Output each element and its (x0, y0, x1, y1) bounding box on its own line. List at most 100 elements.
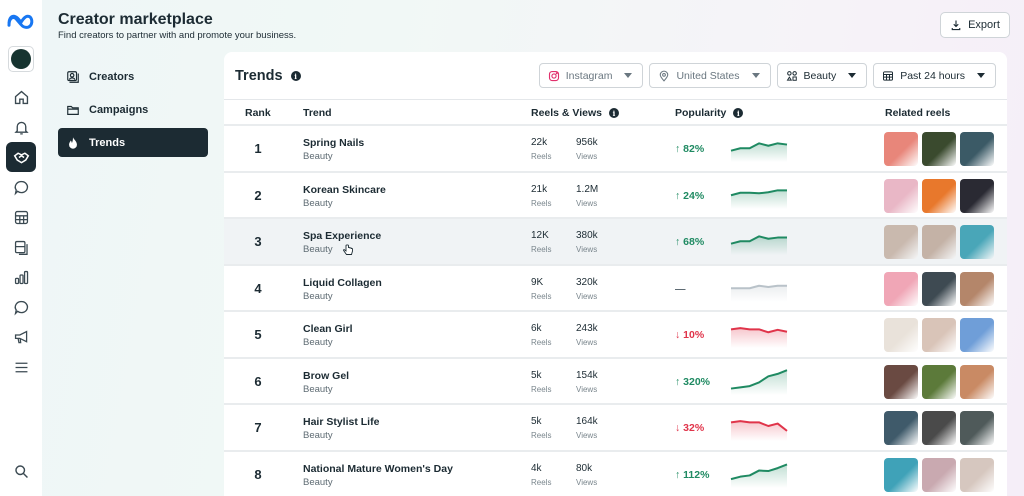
related-reel-thumbnail[interactable] (922, 364, 956, 399)
popularity-change: ↑ 68% (675, 236, 705, 248)
creators-icon (67, 70, 79, 83)
related-reel-thumbnail[interactable] (884, 132, 918, 166)
column-rank[interactable]: Rank (245, 107, 271, 119)
popularity-change: ↑ 320% (675, 375, 711, 388)
location-filter-label: United States (676, 69, 740, 82)
views-label: Views (576, 291, 598, 301)
trend-name[interactable]: Korean Skincare (303, 183, 386, 196)
sparkline-line (730, 327, 788, 334)
trend-name[interactable]: Liquid Collagen (303, 276, 382, 289)
related-reel-thumbnail[interactable] (922, 411, 956, 445)
nav-item-label: Creators (89, 70, 135, 83)
nav-item-creators[interactable]: Creators (58, 62, 208, 91)
sparkline-line (730, 368, 788, 390)
table-row[interactable]: 4 Liquid Collagen Beauty 9K Reels 320k V… (224, 266, 1007, 312)
nav-item-campaigns[interactable]: Campaigns (58, 95, 208, 124)
download-icon (951, 20, 961, 31)
related-reel-thumbnail[interactable] (922, 225, 956, 259)
trend-category: Beauty (303, 476, 333, 488)
related-reel-thumbnail[interactable] (960, 271, 994, 306)
table-row[interactable]: 5 Clean Girl Beauty 6k Reels 243k Views … (224, 312, 1007, 359)
related-reel-thumbnail[interactable] (922, 318, 956, 352)
sparkline-line (730, 142, 788, 152)
info-icon[interactable]: i (733, 108, 744, 118)
nav-item-trends[interactable]: Trends (58, 128, 208, 157)
info-icon[interactable]: i (609, 108, 620, 118)
caret-down-icon (624, 73, 633, 78)
related-reel-thumbnail[interactable] (884, 271, 918, 306)
related-reel-thumbnail[interactable] (960, 132, 994, 166)
related-reel-thumbnail[interactable] (960, 225, 994, 259)
related-reel-thumbnail[interactable] (884, 457, 918, 492)
message-icon[interactable] (6, 292, 36, 322)
menu-icon[interactable] (6, 352, 36, 382)
related-reel-thumbnail[interactable] (884, 318, 918, 352)
page-title: Creator marketplace (58, 11, 213, 28)
location-filter[interactable]: United States (649, 63, 771, 88)
views-label: Views (576, 152, 598, 161)
table-row[interactable]: 8 National Mature Women's Day Beauty 4k … (224, 452, 1007, 496)
time-filter[interactable]: Past 24 hours (873, 63, 996, 88)
table-icon[interactable] (6, 202, 36, 232)
trend-name[interactable]: Clean Girl (303, 323, 353, 335)
trend-category: Beauty (303, 290, 333, 302)
related-reel-thumbnail[interactable] (960, 364, 994, 399)
table-row[interactable]: 2 Korean Skincare Beauty 21k Reels 1.2M … (224, 173, 1007, 219)
bell-icon[interactable] (6, 112, 36, 142)
related-reel-thumbnail[interactable] (884, 364, 918, 399)
megaphone-icon[interactable] (6, 322, 36, 352)
column-trend[interactable]: Trend (303, 107, 332, 119)
related-reel-thumbnail[interactable] (922, 457, 956, 492)
info-icon[interactable]: i (290, 71, 301, 81)
trend-name[interactable]: Brow Gel (303, 369, 350, 382)
pages-icon[interactable] (6, 232, 36, 262)
handshake-icon[interactable] (6, 142, 36, 172)
category-filter[interactable]: Beauty (776, 63, 868, 88)
sparkline-area (731, 189, 787, 209)
column-popularity[interactable]: Popularity i (675, 107, 744, 119)
views-count: 243k (576, 323, 598, 334)
chat-icon[interactable] (6, 172, 36, 202)
related-reel-thumbnail[interactable] (960, 411, 994, 445)
table-row[interactable]: 7 Hair Stylist Life Beauty 5k Reels 164k… (224, 405, 1007, 452)
related-reel-thumbnail[interactable] (922, 178, 956, 213)
trend-name[interactable]: Spring Nails (303, 137, 365, 149)
sparkline-area (731, 421, 787, 441)
search-icon[interactable] (6, 456, 36, 486)
table-row[interactable]: 6 Brow Gel Beauty 5k Reels 154k Views ↑ … (224, 359, 1007, 405)
sparkline-line (730, 463, 788, 480)
caret-down-icon (751, 73, 760, 78)
reels-count: 22k (531, 137, 548, 148)
table-row[interactable]: 1 Spring Nails Beauty 22k Reels 956k Vie… (224, 126, 1007, 173)
related-reel-thumbnail[interactable] (884, 411, 918, 445)
trend-category: Beauty (303, 244, 333, 255)
platform-filter[interactable]: Instagram (538, 63, 644, 88)
views-count: 956k (576, 137, 598, 148)
trend-name[interactable]: National Mature Women's Day (303, 462, 453, 475)
related-reel-thumbnail[interactable] (960, 457, 994, 492)
column-reels-views[interactable]: Reels & Views i (531, 107, 620, 119)
related-reel-thumbnail[interactable] (960, 318, 994, 352)
time-filter-label: Past 24 hours (900, 69, 965, 82)
nav-item-label: Campaigns (89, 103, 149, 116)
export-button[interactable]: Export (940, 12, 1010, 38)
trend-name[interactable]: Spa Experience (303, 230, 382, 242)
home-icon[interactable] (6, 82, 36, 112)
table-row[interactable]: 3 Spa Experience Beauty 12K Reels 380k V… (224, 219, 1007, 266)
related-reel-thumbnail[interactable] (960, 178, 994, 213)
related-reel-thumbnail[interactable] (884, 178, 918, 213)
popularity-sparkline (730, 420, 788, 441)
category-icon (786, 70, 797, 81)
related-reel-thumbnail[interactable] (922, 132, 956, 166)
views-count: 80k (576, 462, 593, 474)
trend-name[interactable]: Hair Stylist Life (303, 416, 380, 428)
popularity-sparkline (730, 368, 788, 395)
bar-chart-icon[interactable] (6, 262, 36, 292)
reels-label: Reels (531, 291, 552, 301)
meta-logo-icon[interactable] (6, 10, 36, 32)
related-reel-thumbnail[interactable] (922, 271, 956, 306)
business-avatar[interactable] (8, 46, 34, 72)
sparkline-area (731, 236, 787, 255)
related-reel-thumbnail[interactable] (884, 225, 918, 259)
related-reels (884, 457, 994, 492)
